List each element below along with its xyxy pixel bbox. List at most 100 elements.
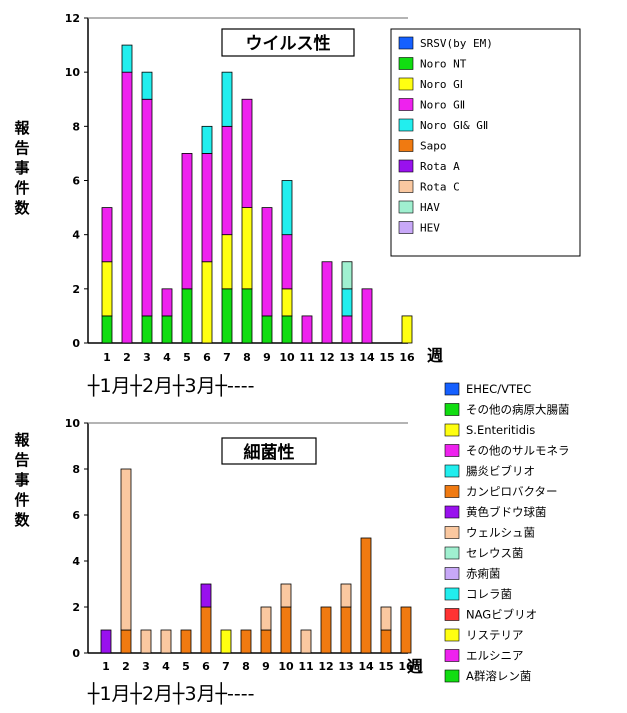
bacteria-y-axis-label-char: 数 — [14, 511, 30, 529]
bacteria-bar-segment — [380, 606, 392, 631]
bacteria-bar-segment — [280, 606, 292, 654]
bacteria-legend-label: セレウス菌 — [466, 546, 524, 560]
virus-x-tick-label: 3 — [143, 351, 151, 364]
virus-bar-segment — [241, 207, 253, 290]
bacteria-legend-label: その他の病原大腸菌 — [466, 403, 570, 417]
virus-bar-segment — [341, 315, 353, 344]
bacteria-bar-segment — [200, 606, 212, 654]
bacteria-bar-segment — [160, 629, 172, 654]
virus-x-tick-label: 2 — [123, 351, 131, 364]
virus-bar-segment — [281, 180, 293, 236]
bacteria-bar-segment — [280, 583, 292, 608]
virus-bar-segment — [161, 288, 173, 317]
bacteria-legend-label: 腸炎ビブリオ — [466, 464, 535, 478]
bacteria-chart-title: 細菌性 — [244, 442, 295, 463]
virus-bar-segment — [281, 315, 293, 344]
virus-x-axis-label: 週 — [427, 346, 443, 365]
virus-y-tick-label: 0 — [72, 337, 80, 350]
virus-bar-segment — [281, 288, 293, 317]
virus-x-tick-label: 12 — [319, 351, 334, 364]
virus-legend-label: Noro GⅠ& GⅡ — [420, 119, 488, 132]
virus-bar-segment — [181, 153, 193, 290]
virus-bar-segment — [221, 125, 233, 236]
virus-y-axis-label-char: 事 — [14, 159, 29, 177]
bacteria-legend-label: EHEC/VTEC — [466, 382, 531, 396]
virus-bar-segment — [341, 261, 353, 290]
virus-x-tick-label: 13 — [339, 351, 354, 364]
virus-x-tick-label: 5 — [183, 351, 191, 364]
virus-legend-swatch — [398, 221, 414, 234]
bacteria-legend-swatch — [444, 505, 460, 519]
bacteria-legend-swatch — [444, 382, 460, 396]
bacteria-y-tick-label: 2 — [72, 601, 80, 614]
virus-bar-segment — [281, 234, 293, 290]
virus-legend-swatch — [398, 98, 414, 111]
bacteria-x-tick-label: 11 — [298, 660, 313, 673]
virus-x-tick-label: 9 — [263, 351, 271, 364]
virus-bar-segment — [261, 315, 273, 344]
virus-bar-segment — [261, 207, 273, 317]
virus-x-tick-label: 6 — [203, 351, 211, 364]
bacteria-bar-segment — [240, 629, 252, 654]
bacteria-legend-swatch — [444, 587, 460, 601]
virus-title-box — [221, 28, 355, 57]
bacteria-legend-swatch — [444, 526, 460, 539]
virus-bar-segment — [141, 71, 153, 100]
bacteria-y-axis-label-char: 告 — [14, 451, 29, 469]
bacteria-x-tick-label: 2 — [122, 660, 130, 673]
bacteria-bar-segment — [300, 629, 312, 654]
virus-chart-title: ウイルス性 — [246, 33, 331, 54]
bacteria-legend-label: その他のサルモネラ — [466, 444, 570, 458]
bacteria-bar-segment — [140, 629, 152, 654]
bacteria-x-tick-label: 7 — [222, 660, 230, 673]
virus-y-tick-label: 12 — [65, 12, 80, 25]
bacteria-legend-swatch — [444, 649, 460, 662]
virus-legend-swatch — [398, 57, 414, 70]
virus-bar-segment — [221, 234, 233, 290]
virus-bar-segment — [241, 98, 253, 208]
bacteria-legend-label: リステリア — [466, 628, 524, 642]
virus-x-tick-label: 11 — [299, 351, 314, 364]
bacteria-y-axis-label-char: 件 — [14, 491, 29, 509]
bacteria-bar-segment — [220, 629, 232, 654]
bacteria-legend-label: コレラ菌 — [466, 587, 512, 601]
bacteria-month-axis: ┼1月┼2月┼3月┼---- — [87, 682, 254, 705]
virus-y-axis-label-char: 報 — [14, 119, 30, 137]
virus-y-tick-label: 8 — [72, 120, 80, 133]
virus-month-axis: ┼1月┼2月┼3月┼---- — [87, 374, 254, 397]
bacteria-x-tick-label: 12 — [318, 660, 333, 673]
bacteria-bar-segment — [200, 583, 212, 608]
bacteria-legend-swatch — [444, 423, 460, 437]
bacteria-legend-label: カンピロバクター — [466, 485, 558, 499]
virus-legend-swatch — [398, 180, 414, 193]
bacteria-x-tick-label: 16 — [398, 660, 414, 673]
bacteria-legend-label: 赤痢菌 — [466, 567, 501, 581]
bacteria-y-tick-label: 4 — [72, 555, 80, 568]
bacteria-x-tick-label: 3 — [142, 660, 150, 673]
virus-legend-label: HEV — [420, 222, 440, 235]
virus-legend-swatch — [398, 200, 414, 214]
bacteria-x-tick-label: 5 — [182, 660, 190, 673]
virus-x-tick-label: 4 — [163, 351, 171, 364]
virus-bar-segment — [361, 288, 373, 344]
virus-x-tick-label: 14 — [359, 351, 375, 364]
bacteria-legend-label: ウェルシュ菌 — [466, 526, 535, 540]
virus-bar-segment — [401, 315, 413, 344]
virus-bar-segment — [101, 315, 113, 344]
bacteria-bar-segment — [320, 606, 332, 654]
virus-bar-segment — [141, 98, 153, 317]
virus-legend-swatch — [398, 118, 414, 132]
bacteria-y-axis-label-char: 事 — [14, 471, 29, 489]
virus-bar-segment — [101, 207, 113, 263]
bacteria-x-tick-label: 9 — [262, 660, 270, 673]
virus-x-tick-label: 10 — [279, 351, 295, 364]
bacteria-y-tick-label: 10 — [65, 417, 81, 430]
virus-bar-segment — [181, 288, 193, 344]
bacteria-x-axis-label: 週 — [407, 657, 423, 676]
virus-bar-segment — [341, 288, 353, 317]
bacteria-legend-swatch — [444, 628, 460, 642]
virus-bar-segment — [201, 261, 213, 344]
bacteria-y-tick-label: 6 — [72, 509, 80, 522]
bacteria-bar-segment — [340, 606, 352, 654]
